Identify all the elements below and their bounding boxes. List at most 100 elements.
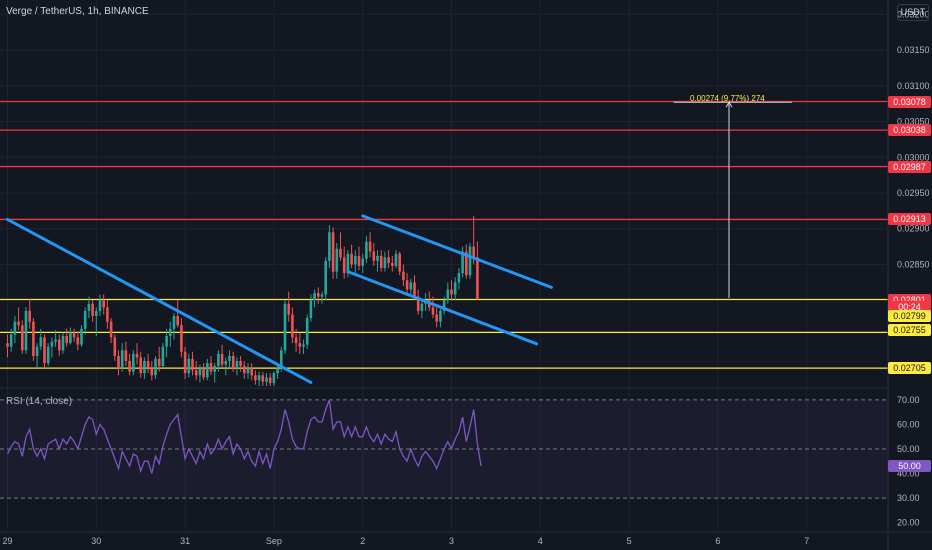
candle-body-29 — [113, 337, 117, 356]
candle-29 — [113, 334, 117, 361]
candle-34 — [132, 350, 135, 376]
candle-78 — [294, 328, 298, 352]
candle-61 — [231, 351, 235, 372]
candle-124 — [465, 244, 468, 279]
candle-19 — [76, 331, 80, 351]
candle-body-127 — [476, 257, 479, 300]
rsi-title: RSI (14, close) — [6, 396, 73, 407]
candle-82 — [309, 294, 313, 322]
candle-body-82 — [309, 300, 313, 319]
candle-56 — [213, 363, 216, 383]
candle-body-98 — [368, 241, 372, 252]
candle-body-94 — [354, 255, 357, 265]
candle-body-81 — [305, 318, 309, 345]
candle-body-121 — [453, 282, 457, 295]
candle-body-40 — [154, 358, 157, 376]
candle-52 — [198, 364, 202, 383]
candle-63 — [239, 355, 242, 372]
candle-97 — [365, 235, 368, 264]
candle-body-3 — [17, 321, 20, 326]
candle-122 — [457, 268, 461, 290]
time-tick-3: Sep — [266, 536, 282, 546]
trend-lines[interactable] — [6, 214, 553, 384]
candle-body-44 — [169, 328, 172, 336]
candle-36 — [139, 351, 142, 378]
candle-body-57 — [217, 353, 220, 366]
candle-99 — [372, 243, 376, 266]
candle-90 — [339, 232, 342, 261]
candle-111 — [416, 289, 420, 315]
candle-body-30 — [117, 355, 120, 369]
candle-27 — [106, 300, 109, 329]
candle-body-21 — [83, 310, 87, 329]
candle-body-53 — [202, 368, 205, 378]
candle-55 — [209, 355, 213, 376]
grid — [0, 0, 932, 530]
candle-body-4 — [21, 325, 24, 351]
candle-104 — [391, 255, 394, 272]
candle-body-97 — [365, 241, 368, 259]
candle-body-8 — [35, 346, 39, 356]
candle-body-27 — [106, 307, 109, 322]
price-tick-2: 0.03100 — [897, 81, 930, 91]
candle-40 — [154, 355, 157, 379]
candle-body-11 — [46, 346, 50, 364]
candle-body-32 — [124, 350, 128, 361]
candle-body-109 — [409, 282, 413, 290]
candle-16 — [65, 328, 68, 347]
candle-77 — [291, 307, 294, 344]
candle-5 — [24, 307, 28, 354]
candle-body-36 — [139, 357, 142, 374]
candle-body-86 — [324, 260, 327, 295]
rsi-tick-1: 60.00 — [897, 419, 920, 429]
candle-45 — [172, 313, 176, 340]
candle-80 — [302, 339, 305, 354]
candle-body-77 — [291, 314, 294, 338]
price-tick-3: 0.03050 — [897, 117, 930, 127]
candle-81 — [305, 314, 309, 349]
time-tick-4: 2 — [360, 536, 365, 546]
candle-body-119 — [446, 289, 450, 301]
candle-body-14 — [58, 339, 61, 351]
candle-body-80 — [302, 344, 305, 347]
measure-tool[interactable] — [673, 101, 792, 299]
candle-54 — [206, 358, 209, 381]
price-tick-5: 0.02950 — [897, 188, 930, 198]
candle-body-103 — [387, 257, 390, 264]
candle-body-79 — [298, 343, 302, 347]
candle-body-69 — [261, 375, 265, 382]
candle-46 — [176, 300, 179, 328]
price-axis-bg — [888, 0, 932, 550]
horizontal-levels — [0, 100, 888, 369]
candle-body-33 — [128, 360, 131, 372]
candle-83 — [313, 289, 316, 308]
price-tag-1: 0.03038 — [888, 124, 931, 137]
candle-125 — [468, 243, 472, 279]
candle-118 — [442, 296, 446, 315]
candle-body-17 — [69, 332, 72, 344]
price-tag-6: 0.02799 — [888, 309, 931, 322]
candle-35 — [135, 343, 139, 365]
candle-106 — [398, 251, 401, 276]
candle-8 — [35, 343, 39, 369]
candle-43 — [165, 328, 168, 358]
candle-103 — [387, 250, 390, 269]
candle-body-83 — [313, 293, 316, 301]
candle-108 — [405, 273, 409, 294]
candle-body-10 — [43, 337, 46, 364]
rsi-panel — [0, 399, 888, 499]
candle-body-51 — [194, 370, 198, 376]
candle-body-31 — [120, 350, 124, 369]
candle-102 — [383, 251, 387, 272]
candle-59 — [224, 357, 228, 376]
candle-body-62 — [235, 360, 239, 369]
candle-body-87 — [328, 232, 331, 261]
time-tick-9: 7 — [804, 536, 809, 546]
candle-3 — [17, 307, 20, 331]
currency-button[interactable]: USDT — [897, 4, 929, 21]
candle-30 — [117, 350, 120, 376]
trend-line-1 — [361, 214, 553, 289]
candle-body-123 — [461, 251, 464, 274]
candle-79 — [298, 332, 302, 354]
